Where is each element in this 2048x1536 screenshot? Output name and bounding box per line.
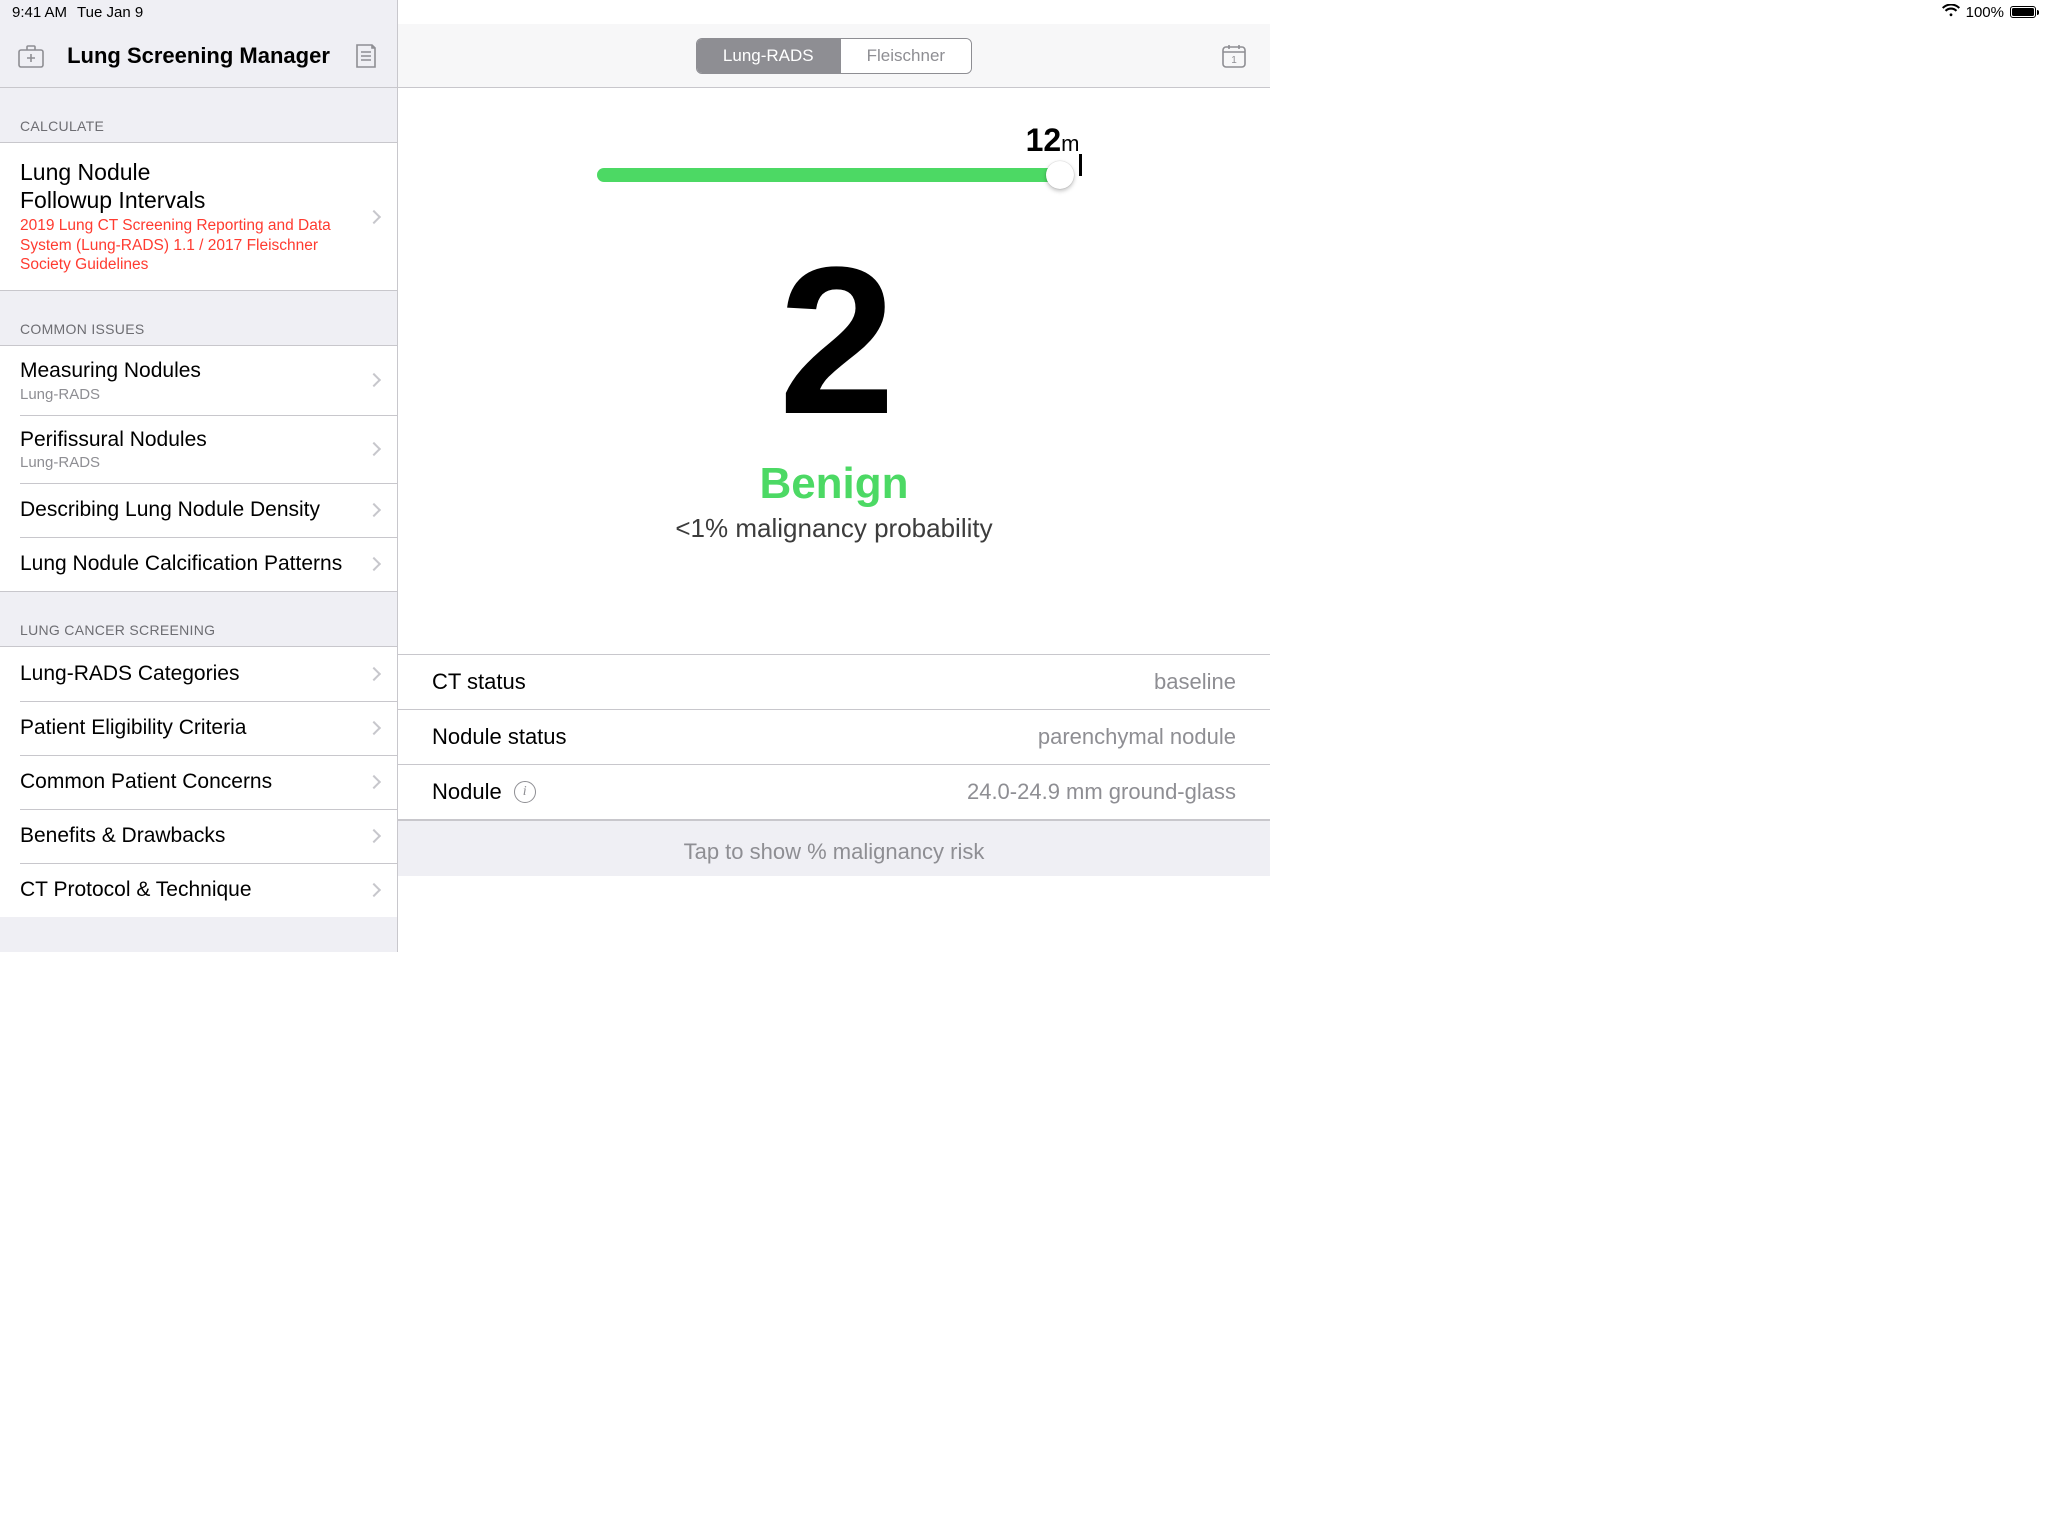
medical-kit-icon[interactable] [18, 43, 44, 69]
main-panel: Lung-RADS Fleischner 1 12m [398, 0, 1270, 952]
sidebar: Lung Screening Manager CALCULATE Lung No… [0, 0, 398, 952]
row-subtitle: Lung-RADS [20, 386, 369, 403]
screening-row[interactable]: Lung-RADS Categories [0, 647, 397, 701]
status-bar: 9:41 AM Tue Jan 9 100% [0, 0, 2048, 24]
screening-row[interactable]: Patient Eligibility Criteria [0, 701, 397, 755]
detail-row[interactable]: Nodulei 24.0-24.9 mm ground-glass [398, 764, 1270, 820]
detail-key: CT status [432, 669, 526, 695]
chevron-right-icon [367, 442, 381, 456]
guideline-segmented-control: Lung-RADS Fleischner [696, 38, 972, 74]
row-title: Describing Lung Nodule Density [20, 497, 369, 522]
status-time: 9:41 AM [12, 4, 67, 21]
row-title: CT Protocol & Technique [20, 877, 369, 902]
calc-followup-row[interactable]: Lung Nodule Followup Intervals 2019 Lung… [0, 143, 397, 290]
sidebar-title: Lung Screening Manager [54, 43, 343, 69]
detail-row[interactable]: CT status baseline [398, 654, 1270, 709]
detail-row[interactable]: Nodule status parenchymal nodule [398, 709, 1270, 764]
chevron-right-icon [367, 829, 381, 843]
show-risk-button[interactable]: Tap to show % malignancy risk [398, 820, 1270, 876]
detail-value: parenchymal nodule [1038, 724, 1236, 750]
row-title: Perifissural Nodules [20, 427, 369, 452]
info-icon[interactable]: i [514, 781, 536, 803]
row-subtitle: Lung-RADS [20, 454, 369, 471]
row-title: Patient Eligibility Criteria [20, 715, 369, 740]
svg-text:1: 1 [1231, 55, 1237, 66]
detail-value: 24.0-24.9 mm ground-glass [967, 779, 1236, 805]
calendar-icon[interactable]: 1 [1220, 42, 1248, 75]
result-area: 12m 2 Benign <1% malignancy probability [398, 88, 1270, 594]
chevron-right-icon [367, 721, 381, 735]
slider-value-label: 12m [1026, 122, 1080, 159]
slider-thumb[interactable] [1046, 161, 1074, 189]
detail-key: Nodule status [432, 724, 567, 750]
row-title: Benefits & Drawbacks [20, 823, 369, 848]
chevron-right-icon [367, 373, 381, 387]
section-label-calculate: CALCULATE [0, 88, 397, 142]
sidebar-header: Lung Screening Manager [0, 24, 397, 88]
category-number: 2 [398, 252, 1270, 431]
status-date: Tue Jan 9 [77, 4, 143, 21]
calc-title-line2: Followup Intervals [20, 187, 369, 215]
screening-row[interactable]: Benefits & Drawbacks [0, 809, 397, 863]
calc-title-line1: Lung Nodule [20, 159, 369, 187]
row-title: Measuring Nodules [20, 358, 369, 383]
chevron-right-icon [367, 503, 381, 517]
common-issue-row[interactable]: Perifissural Nodules Lung-RADS [0, 415, 397, 483]
notes-icon[interactable] [353, 43, 379, 69]
screening-row[interactable]: CT Protocol & Technique [0, 863, 397, 917]
row-title: Common Patient Concerns [20, 769, 369, 794]
row-title: Lung-RADS Categories [20, 661, 369, 686]
chevron-right-icon [367, 210, 381, 224]
tab-fleischner[interactable]: Fleischner [840, 39, 971, 73]
chevron-right-icon [367, 775, 381, 789]
detail-key: Nodule [432, 779, 502, 805]
category-label: Benign [398, 459, 1270, 509]
common-issue-row[interactable]: Lung Nodule Calcification Patterns [0, 537, 397, 591]
slider-track [597, 168, 1072, 182]
battery-icon [2010, 6, 2036, 18]
screening-row[interactable]: Common Patient Concerns [0, 755, 397, 809]
section-label-screening: LUNG CANCER SCREENING [0, 592, 397, 646]
chevron-right-icon [367, 557, 381, 571]
detail-list: CT status baseline Nodule status parenchyma… [398, 654, 1270, 820]
chevron-right-icon [367, 883, 381, 897]
detail-value: baseline [1154, 669, 1236, 695]
followup-slider[interactable]: 12m [597, 168, 1072, 182]
common-issue-row[interactable]: Describing Lung Nodule Density [0, 483, 397, 537]
tab-lung-rads[interactable]: Lung-RADS [697, 39, 840, 73]
row-title: Lung Nodule Calcification Patterns [20, 551, 369, 576]
chevron-right-icon [367, 667, 381, 681]
probability-text: <1% malignancy probability [398, 513, 1270, 544]
common-issue-row[interactable]: Measuring Nodules Lung-RADS [0, 346, 397, 414]
section-label-common: COMMON ISSUES [0, 291, 397, 345]
calc-subtitle: 2019 Lung CT Screening Reporting and Dat… [20, 216, 369, 274]
main-header: Lung-RADS Fleischner 1 [398, 24, 1270, 88]
battery-percent: 100% [1966, 4, 2004, 21]
wifi-icon [1942, 4, 1960, 21]
slider-tick [1079, 154, 1082, 176]
